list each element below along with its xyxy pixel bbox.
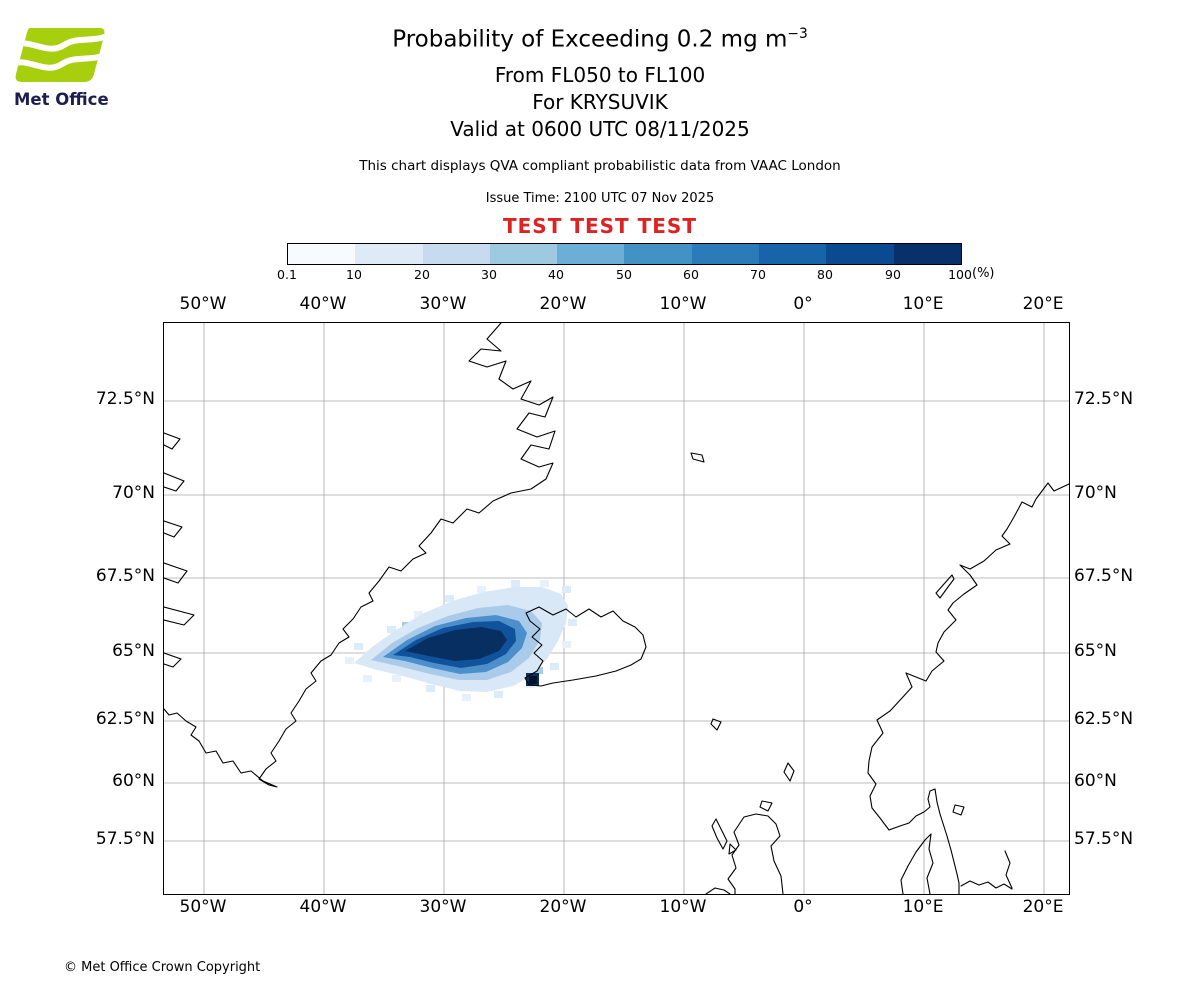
lon-label-top: 10°W [659,294,707,314]
colorbar-tick: 10 [346,267,362,282]
lon-label-bottom: 10°E [902,897,944,917]
faroe-islands-path [710,718,722,731]
lon-label-top: 20°W [539,294,587,314]
lat-label-left: 57.5°N [95,829,155,849]
map-svg [164,323,1069,894]
colorbar-segment [422,244,490,264]
lon-label-bottom: 50°W [179,897,227,917]
lat-label-right: 60°N [1074,771,1117,791]
lofoten-islands-path [935,574,955,599]
lat-label-right: 57.5°N [1074,829,1134,849]
colorbar-segment [826,244,894,264]
lon-label-bottom: 30°W [419,897,467,917]
issue-time: Issue Time: 2100 UTC 07 Nov 2025 [485,191,715,206]
greenland-west-fjords-path [164,606,195,626]
chart-title: Probability of Exceeding 0.2 mg m−3 [0,26,1200,53]
lat-label-left: 65°N [112,641,155,661]
colorbar-segment [288,244,356,264]
subtitle-flight-levels: From FL050 to FL100 [494,63,706,87]
colorbar-tick: 90 [885,267,901,282]
colorbar-tick: 40 [548,267,564,282]
plume-source-max-cell [529,676,537,684]
map-frame [163,322,1070,895]
shetland-islands-path [783,762,795,782]
sweden-east-coast-path [1004,850,1013,889]
colorbar-segment [355,244,423,264]
chart-title-exponent: −3 [787,26,808,42]
plume-layer [345,580,577,701]
colorbar-tick: 30 [481,267,497,282]
plume-level-90 [405,627,507,661]
ireland-coast-path [705,887,731,894]
colorbar-tick: 100 [948,267,972,282]
colorbar-segment [489,244,558,264]
grid-layer [164,323,1069,894]
denmark-coast-path [900,833,934,894]
lat-label-left: 60°N [112,771,155,791]
lat-label-right: 72.5°N [1074,389,1134,409]
orkney-islands-path [759,800,773,812]
lat-label-left: 67.5°N [95,566,155,586]
lon-label-top: 30°W [419,294,467,314]
colorbar-unit: (%) [972,266,995,281]
skye-island-path [728,843,737,855]
qva-note: This chart displays QVA compliant probab… [359,158,841,174]
met-office-logo: Met Office [14,26,124,109]
scotland-coast-path [727,813,784,894]
colorbar-tick: 20 [414,267,430,282]
iceland-coast-path [524,606,647,687]
lat-label-right: 67.5°N [1074,566,1134,586]
lat-label-left: 70°N [112,483,155,503]
colorbar-segment [691,244,760,264]
colorbar-segment [759,244,827,264]
subtitle-volcano: For KRYSUVIK [532,90,668,114]
outer-hebrides-path [711,818,728,850]
lake-vanern-path [952,804,965,816]
lon-label-top: 40°W [299,294,347,314]
logo-waves-icon [15,28,105,82]
logo-wordmark: Met Office [14,90,109,109]
chart-title-text: Probability of Exceeding 0.2 mg m [392,26,788,53]
colorbar-tick: 80 [817,267,833,282]
test-banner: TEST TEST TEST [503,214,697,238]
colorbar-tick: 50 [616,267,632,282]
lat-label-right: 65°N [1074,641,1117,661]
greenland-west-fjords-path [164,520,183,538]
lon-label-top: 0° [793,294,813,314]
subtitle-valid-time: Valid at 0600 UTC 08/11/2025 [450,117,750,141]
lat-label-right: 70°N [1074,483,1117,503]
colorbar-segment [893,244,961,264]
lon-label-bottom: 10°W [659,897,707,917]
lon-label-top: 50°W [179,294,227,314]
lon-label-bottom: 20°E [1022,897,1064,917]
lon-label-bottom: 0° [793,897,813,917]
colorbar-segment [624,244,692,264]
lat-label-right: 62.5°N [1074,709,1134,729]
colorbar-tick: 0.1 [277,267,297,282]
lon-label-bottom: 20°W [539,897,587,917]
colorbar-segment [557,244,625,264]
greenland-west-fjords-path [164,652,182,668]
greenland-coast-path [164,323,556,788]
lon-label-top: 20°E [1022,294,1064,314]
colorbar-tick: 60 [683,267,699,282]
norway-coast-path [867,482,1069,894]
colorbar-tick: 70 [750,267,766,282]
greenland-west-fjords-path [164,432,181,450]
lon-label-bottom: 40°W [299,897,347,917]
lat-label-left: 62.5°N [95,709,155,729]
sweden-south-coast-path [960,880,1013,890]
greenland-west-fjords-path [164,562,188,584]
greenland-west-fjords-path [164,472,185,492]
colorbar [287,243,962,265]
lon-label-top: 10°E [902,294,944,314]
jan-mayen-island-path [690,452,705,463]
coastline-layer [164,323,1069,894]
copyright-text: © Met Office Crown Copyright [64,960,261,975]
lat-label-left: 72.5°N [95,389,155,409]
